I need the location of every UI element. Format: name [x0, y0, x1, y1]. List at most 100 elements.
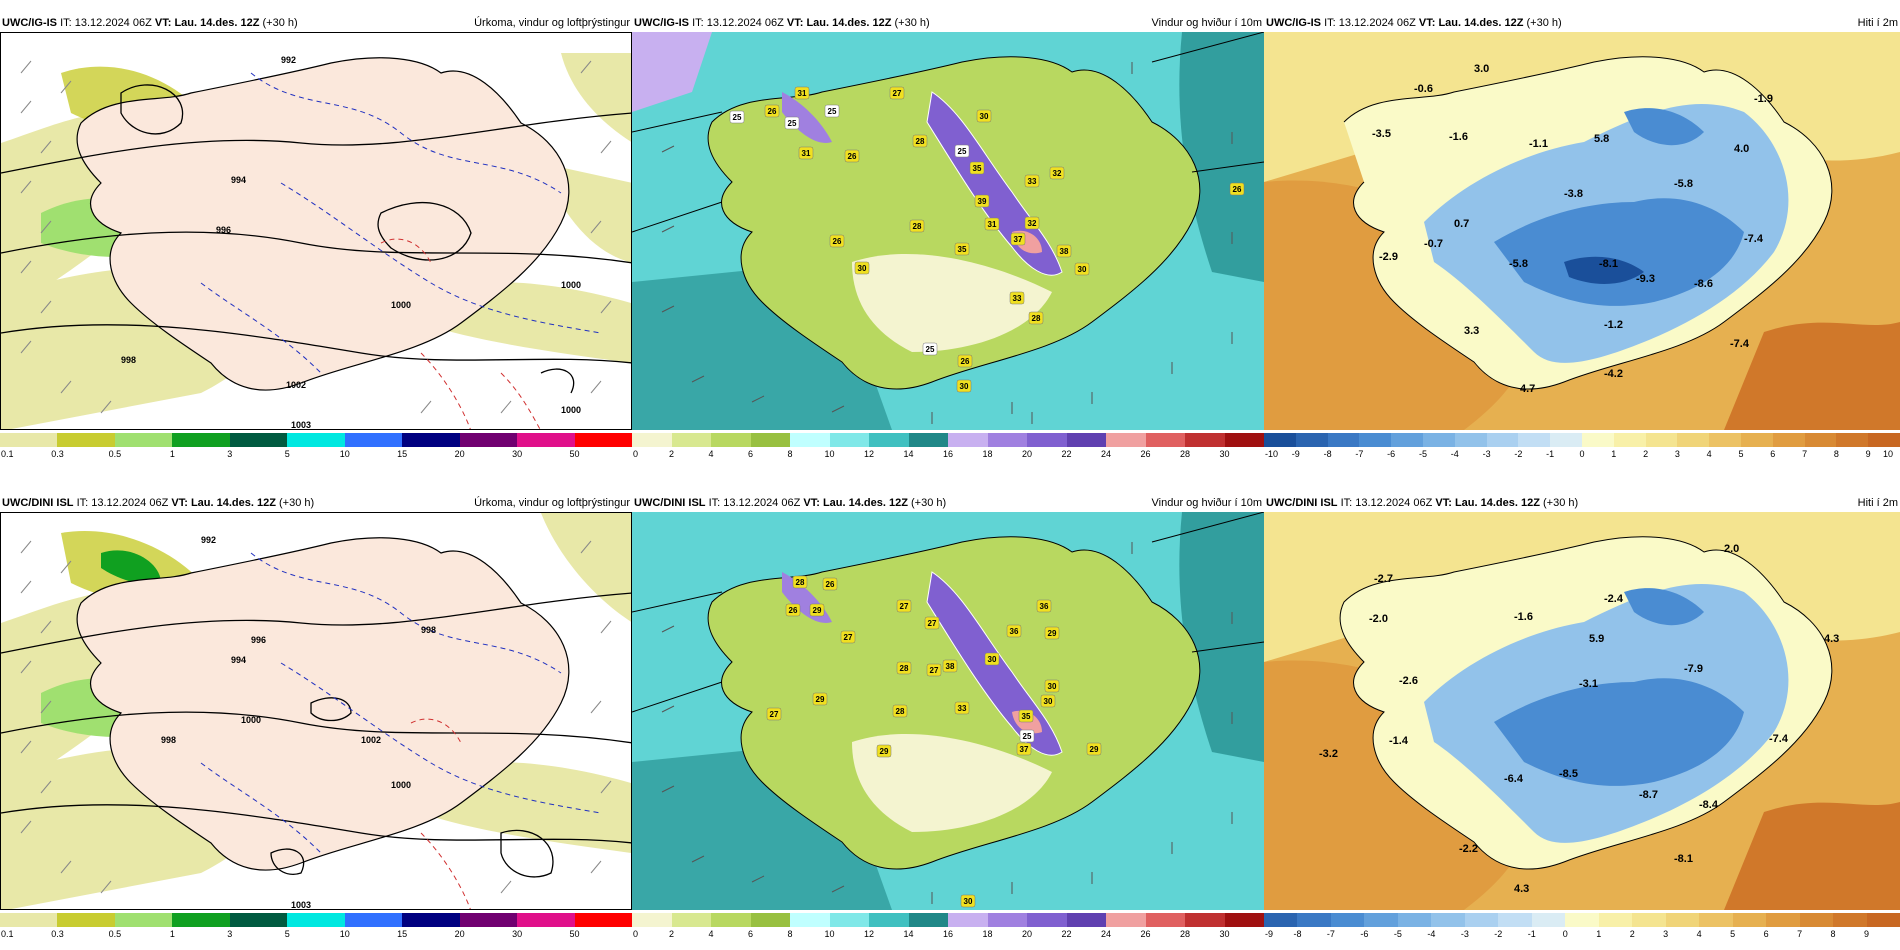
- colorbar-swatch: [1327, 433, 1360, 447]
- valid-time: Lau. 14.des. 12Z: [806, 17, 892, 29]
- colorbar-tick-label: 22: [1061, 449, 1072, 459]
- temperature-value: 4.3: [1514, 883, 1529, 895]
- colorbar-tick-label: 9: [1865, 449, 1871, 459]
- gust-marker: [954, 144, 970, 158]
- colorbar-tick-label: 10: [339, 449, 350, 459]
- init-time: 13.12.2024 06Z: [1338, 17, 1416, 29]
- isobar-label: 1000: [241, 715, 261, 725]
- gust-value: 36: [1010, 627, 1019, 636]
- colorbar-tick-label: -2: [1514, 449, 1523, 459]
- colorbar-tick-label: 0.5: [108, 449, 122, 459]
- valid-time: Lau. 14.des. 12Z: [1438, 17, 1524, 29]
- temperature-value: 4.3: [1824, 633, 1839, 645]
- gust-value: 31: [988, 220, 997, 229]
- gust-value: 29: [880, 747, 889, 756]
- colorbar-swatch: [1766, 913, 1801, 927]
- colorbar-swatch: [1391, 433, 1424, 447]
- vt-label: VT:: [786, 17, 804, 29]
- isobar-label: 1002: [286, 380, 306, 390]
- colorbar-tick-label: 15: [397, 929, 408, 939]
- gust-marker: [785, 603, 801, 617]
- gust-marker: [1074, 262, 1090, 276]
- colorbar-tick-label: 8: [787, 449, 793, 459]
- colorbar-tick-label: 12: [863, 929, 875, 939]
- gust-value: 26: [1233, 185, 1242, 194]
- colorbar-tick-label: 0: [1562, 929, 1568, 939]
- colorbar-swatch: [1330, 913, 1365, 927]
- colorbar-tick-label: 0: [633, 449, 639, 459]
- lead-time: (+30 h): [911, 497, 947, 509]
- colorbar-tick-label: -10: [1265, 449, 1279, 459]
- panel-title: Úrkoma, vindur og loftþrýstingur: [474, 497, 630, 509]
- colorbar-tick-label: 10: [339, 929, 350, 939]
- model-name: UWC/IG-IS: [2, 17, 57, 29]
- gust-marker: [954, 242, 970, 256]
- panel-title: Vindur og hviður í 10m: [1151, 17, 1262, 29]
- colorbar-tick-label: 50: [569, 929, 580, 939]
- colorbar-swatch: [1066, 433, 1107, 447]
- gust-value: 30: [980, 112, 989, 121]
- colorbar-tick-label: 6: [1770, 449, 1776, 459]
- colorbar-swatch: [1665, 913, 1700, 927]
- colorbar-swatch: [1185, 433, 1225, 447]
- gust-value: 39: [978, 197, 987, 206]
- gust-value: 27: [770, 710, 779, 719]
- temperature-value: -2.7: [1374, 573, 1393, 585]
- temperature-value: -1.1: [1529, 138, 1548, 150]
- gust-value: 31: [798, 89, 807, 98]
- panel-header: UWC/IG-IS IT: 13.12.2024 06Z VT: Lau. 14…: [632, 15, 1264, 31]
- colorbar-swatch: [287, 913, 346, 927]
- colorbar-swatch: [1518, 433, 1551, 447]
- gust-value: 26: [789, 606, 798, 615]
- isobar-label: 1000: [561, 280, 581, 290]
- wind-colorbar: 0 2 4 6 8 10 12 14 16 18 20 22 24 26 28 30: [632, 913, 1265, 941]
- colorbar-tick-label: 18: [982, 449, 993, 459]
- precip-colorbar: 0.1 0.3 0.5 1 3 5 10 15 20 30 50: [0, 433, 633, 461]
- colorbar-tick-label: -8: [1293, 929, 1302, 939]
- colorbar-tick-label: 8: [1830, 929, 1836, 939]
- gust-value: 37: [1014, 235, 1023, 244]
- temperature-value: -8.6: [1694, 278, 1713, 290]
- gust-marker: [1229, 182, 1245, 196]
- colorbar-swatch: [829, 913, 870, 927]
- gust-value: 35: [973, 164, 982, 173]
- gust-marker: [764, 104, 780, 118]
- gust-marker: [956, 379, 972, 393]
- init-time: 13.12.2024 06Z: [74, 17, 152, 29]
- it-label: IT:: [708, 497, 721, 509]
- colorbar-swatch: [114, 913, 173, 927]
- gust-value: 30: [1048, 682, 1057, 691]
- colorbar-tick-label: -7: [1355, 449, 1364, 459]
- model-name: UWC/IG-IS: [1266, 17, 1321, 29]
- gust-value: 27: [928, 619, 937, 628]
- panel-header: UWC/DINI ISL IT: 13.12.2024 06Z VT: Lau.…: [0, 495, 632, 511]
- gust-marker: [926, 663, 942, 677]
- colorbar-swatch: [402, 913, 461, 927]
- gust-marker: [984, 652, 1000, 666]
- colorbar-swatch: [287, 433, 346, 447]
- colorbar-tick-label: -6: [1387, 449, 1396, 459]
- colorbar-tick-label: 24: [1100, 449, 1112, 459]
- colorbar-tick-label: 1: [1611, 449, 1617, 459]
- colorbar-swatch: [750, 433, 791, 447]
- vt-label: VT:: [1418, 17, 1436, 29]
- colorbar-swatch: [1613, 433, 1647, 447]
- temperature-value: -1.6: [1449, 131, 1468, 143]
- isobar-label: 1000: [561, 405, 581, 415]
- colorbar-swatch: [1185, 913, 1225, 927]
- temperature-value: 5.9: [1589, 633, 1604, 645]
- lead-time: (+30 h): [1526, 17, 1562, 29]
- panel-wind-igis: UWC/IG-IS IT: 13.12.2024 06Z VT: Lau. 14…: [632, 15, 1265, 465]
- colorbar-tick-label: 30: [512, 449, 523, 459]
- gust-value: 30: [988, 655, 997, 664]
- colorbar-tick-label: 16: [942, 449, 954, 459]
- colorbar-tick-label: 0.3: [51, 449, 64, 459]
- colorbar-swatch: [1145, 913, 1186, 927]
- gust-marker: [844, 149, 860, 163]
- colorbar-swatch: [790, 913, 830, 927]
- panel-header: UWC/IG-IS IT: 13.12.2024 06Z VT: Lau. 14…: [0, 15, 632, 31]
- colorbar-swatch: [229, 433, 288, 447]
- gust-marker: [896, 599, 912, 613]
- colorbar-tick-label: 10: [824, 449, 835, 459]
- colorbar-tick-label: 0.5: [108, 929, 122, 939]
